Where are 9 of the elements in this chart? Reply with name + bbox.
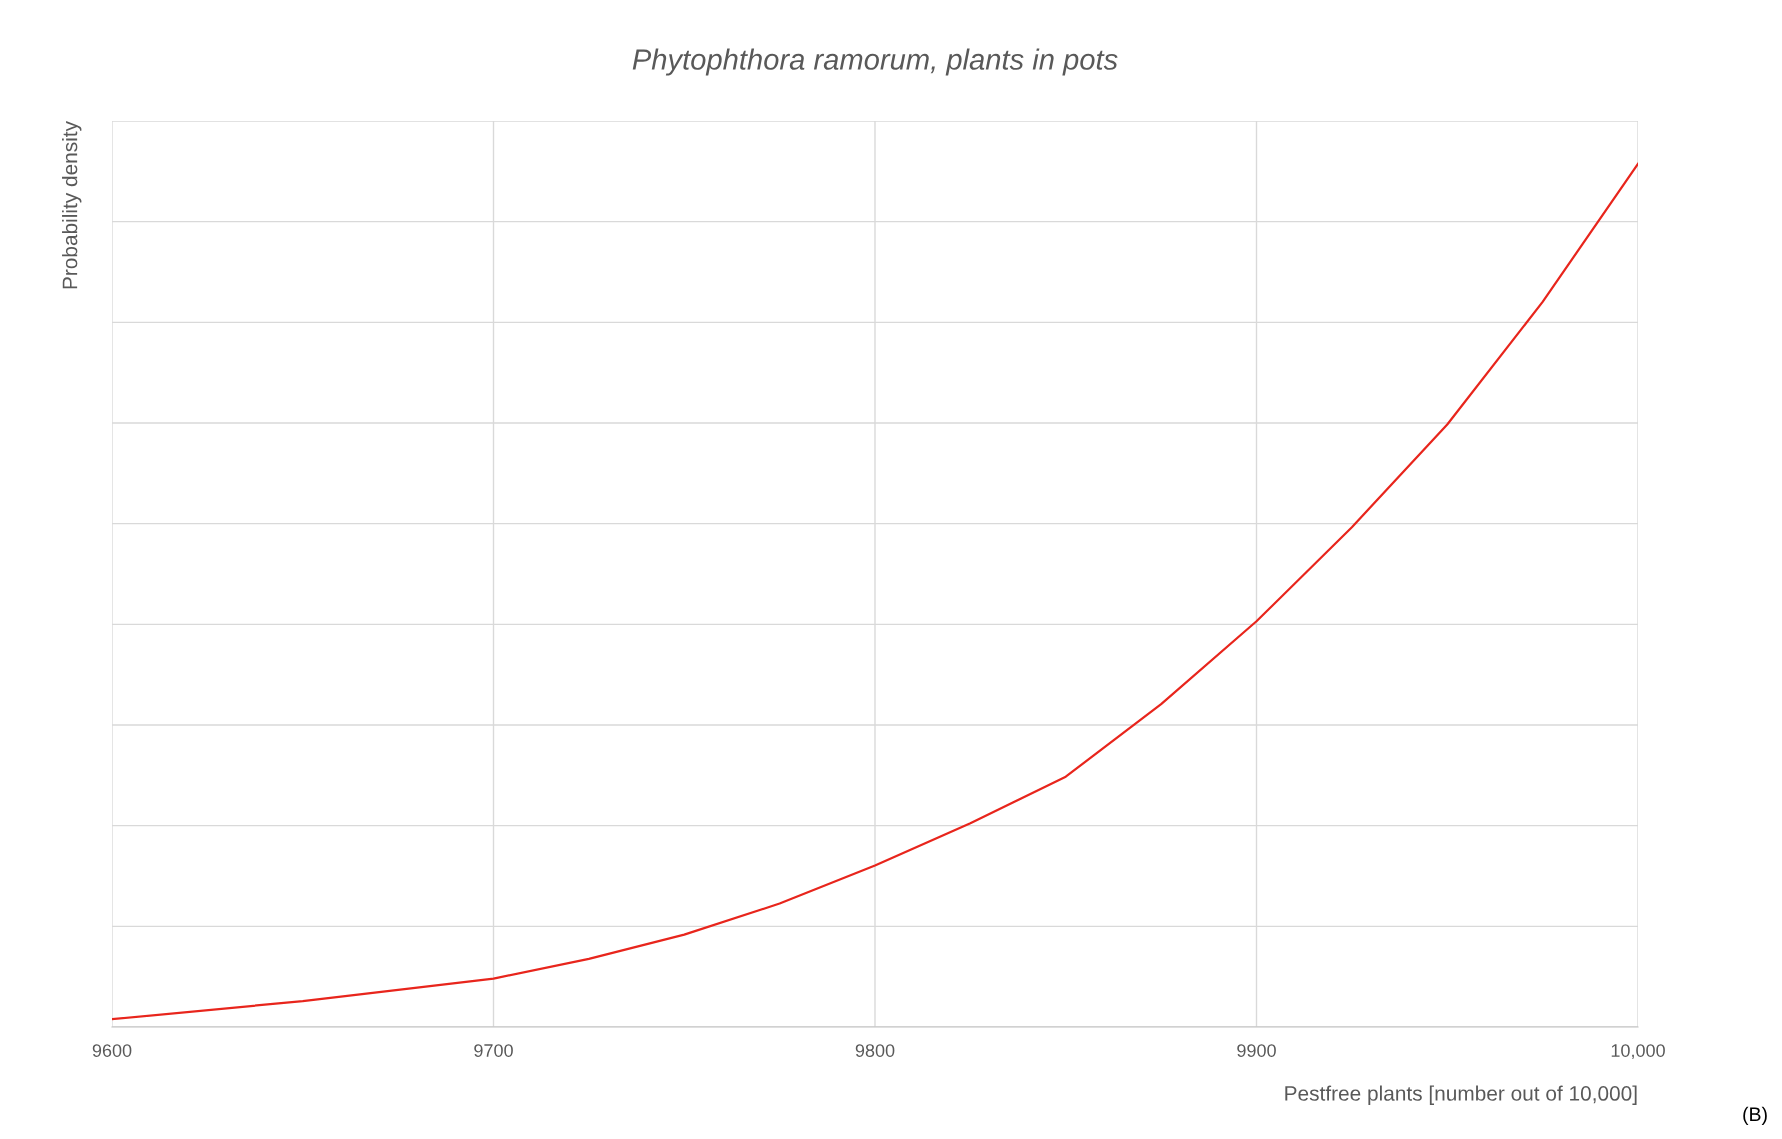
- y-axis-title: Probability density: [62, 121, 82, 289]
- x-tick-label: 9800: [855, 1044, 895, 1057]
- x-axis-title: Pestfree plants [number out of 10,000]: [1285, 1085, 1637, 1105]
- x-tick-label: 9700: [474, 1044, 513, 1057]
- x-tick-label: 9900: [1237, 1044, 1276, 1057]
- x-tick-label: 10,000: [1611, 1044, 1665, 1060]
- x-tick-label: 9600: [92, 1044, 132, 1057]
- text: (B): [1743, 1106, 1767, 1125]
- chart-title: Phytophthora ramorum, plants in pots: [632, 48, 1118, 76]
